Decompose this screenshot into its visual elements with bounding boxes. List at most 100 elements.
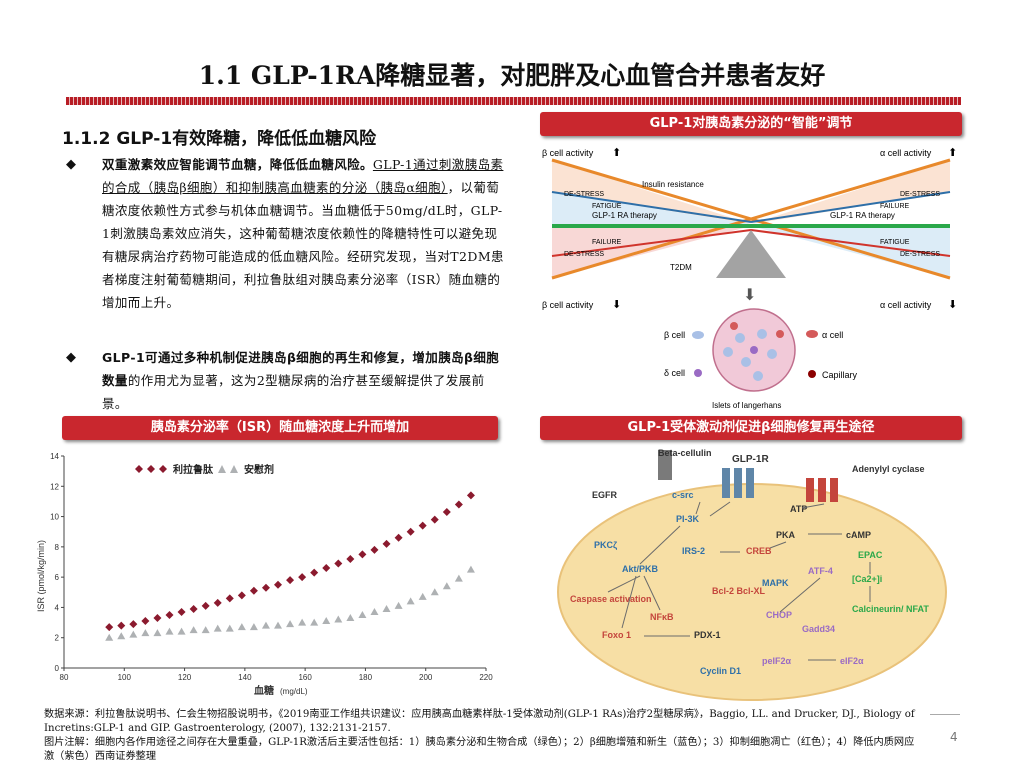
pathway-arrow <box>639 525 681 565</box>
y-axis-label: ISR (pmol/kg/min) <box>36 540 46 612</box>
liraglutide-point <box>418 521 427 530</box>
node-creb: CREB <box>746 546 772 556</box>
banner-smart-regulation: GLP-1对胰岛素分泌的“智能”调节 <box>540 112 962 136</box>
therapy-label-right: GLP-1 RA therapy <box>830 211 895 220</box>
node-bcl2: Bcl-2 Bcl-XL <box>712 586 766 596</box>
destress-label-r2: DE-STRESS <box>900 251 940 258</box>
placebo-point <box>117 632 126 640</box>
liraglutide-point <box>334 559 343 568</box>
placebo-point <box>274 621 283 629</box>
delta-cell-label: δ cell <box>664 368 685 378</box>
alpha-cell-legend-icon <box>806 330 818 338</box>
capillary-legend-icon <box>808 370 816 378</box>
x-tick-label: 120 <box>178 673 192 682</box>
beta-cell-dot <box>735 333 745 343</box>
fatigue-label-r2: FATIGUE <box>880 239 910 246</box>
x-axis-label: 血糖 <box>254 684 274 697</box>
placebo-point <box>322 617 331 625</box>
failure-label-l2: FAILURE <box>592 239 622 246</box>
liraglutide-point <box>406 527 415 536</box>
pathway-arrow <box>709 501 731 517</box>
failure-label-r1: FAILURE <box>880 203 910 210</box>
liraglutide-point <box>117 621 126 630</box>
liraglutide-point <box>394 533 403 542</box>
legend-marker-placebo <box>230 465 238 473</box>
page-number: 4 <box>950 730 958 744</box>
placebo-point <box>261 621 270 629</box>
bullet-marker: ◆ <box>66 350 77 365</box>
y-tick-label: 14 <box>50 452 59 461</box>
y-tick-label: 2 <box>55 634 60 643</box>
liraglutide-point <box>237 591 246 600</box>
y-tick-label: 8 <box>55 543 60 552</box>
node-adenylyl-cyclase: Adenylyl cyclase <box>852 464 925 474</box>
placebo-point <box>454 574 463 582</box>
node-nfkb: NFκB <box>650 612 674 622</box>
y-tick-label: 0 <box>55 664 60 673</box>
placebo-point <box>177 627 186 635</box>
delta-cell-dot <box>750 346 758 354</box>
node-foxo1: Foxo 1 <box>602 630 631 640</box>
pathway-diagram: Beta-cellulin GLP-1R EGFR c-src Adenylyl… <box>557 448 947 701</box>
y-tick-label: 10 <box>50 513 59 522</box>
placebo-point <box>213 624 222 632</box>
liraglutide-point <box>153 614 162 623</box>
capillary-label: Capillary <box>822 370 858 380</box>
placebo-point <box>105 633 114 641</box>
node-atf4: ATF-4 <box>808 566 833 576</box>
placebo-point <box>129 630 138 638</box>
fatigue-label-l1: FATIGUE <box>592 203 622 210</box>
node-gadd34: Gadd34 <box>802 624 835 634</box>
alpha-cell-label: α cell <box>822 330 843 340</box>
legend-label-placebo: 安慰剂 <box>244 463 274 476</box>
placebo-point <box>406 597 415 605</box>
placebo-point <box>358 611 367 618</box>
bullet-1-bold: 双重激素效应智能调节血糖，降低低血糖风险。 <box>102 157 373 172</box>
alpha-activity-label-bottom: α cell activity <box>880 300 932 310</box>
liraglutide-point <box>298 573 307 582</box>
pathway-arrow <box>695 501 701 515</box>
liraglutide-point <box>129 620 138 629</box>
x-tick-label: 220 <box>479 673 493 682</box>
arrow-up-icon: ⬆ <box>948 147 957 159</box>
liraglutide-point <box>141 617 150 626</box>
x-tick-label: 80 <box>60 673 69 682</box>
bullet-2-rest: 的作用尤为显著，这为2型糖尿病的治疗甚至缓解提供了发展前景。 <box>102 373 485 411</box>
arrow-down-icon: ⬇ <box>612 299 621 311</box>
glp1r-receptor-icon <box>722 468 730 498</box>
pathway-arrow <box>643 575 661 611</box>
y-tick-label: 6 <box>55 573 60 582</box>
node-csrc: c-src <box>672 490 694 500</box>
liraglutide-point <box>454 500 463 509</box>
placebo-point <box>153 629 162 637</box>
red-line-2 <box>750 229 951 257</box>
beta-cell-dot <box>757 329 767 339</box>
arrow-down-icon: ⬇ <box>948 299 957 311</box>
region-pink-left <box>552 226 751 278</box>
legend-marker-liraglutide <box>147 465 155 473</box>
node-eif2a: eIF2α <box>840 656 864 666</box>
source-footnote: 数据来源：利拉鲁肽说明书、仁会生物招股说明书，《2019南亚工作组共识建议：应用… <box>44 709 915 734</box>
placebo-point <box>382 604 391 612</box>
orange-line-2 <box>551 158 951 280</box>
y-tick-label: 12 <box>50 482 59 491</box>
placebo-point <box>249 623 258 631</box>
node-pi3k: PI-3K <box>676 514 700 524</box>
pathway-arrow <box>621 575 637 629</box>
glp1r-receptor-icon <box>734 468 742 498</box>
legend-label-liraglutide: 利拉鲁肽 <box>173 463 214 476</box>
image-note-footnote: 图片注解：细胞内各作用途径之间存在大量重叠，GLP-1R激活后主要活性包括：1）… <box>44 737 915 762</box>
node-akt: Akt/PKB <box>622 564 659 574</box>
liraglutide-point <box>370 545 379 554</box>
bullet-2-bold: GLP-1可通过多种机制促进胰岛β细胞的再生和修复，增加胰岛β细胞数量 <box>102 350 500 388</box>
node-pka: PKA <box>776 530 796 540</box>
pathway-arrow <box>779 577 821 613</box>
bullet-marker: ◆ <box>66 157 77 172</box>
bullet-1-rest: ，以葡萄糖浓度依赖性方式参与机体血糖调节。当血糖低于50mg/dL时，GLP-1… <box>102 180 504 310</box>
placebo-point <box>141 629 150 637</box>
destress-label-l2: DE-STRESS <box>564 251 604 258</box>
placebo-point <box>310 618 319 626</box>
blue-line <box>551 191 752 223</box>
delta-cell-legend-icon <box>694 369 702 377</box>
adenylyl-cyclase-icon <box>830 478 838 502</box>
